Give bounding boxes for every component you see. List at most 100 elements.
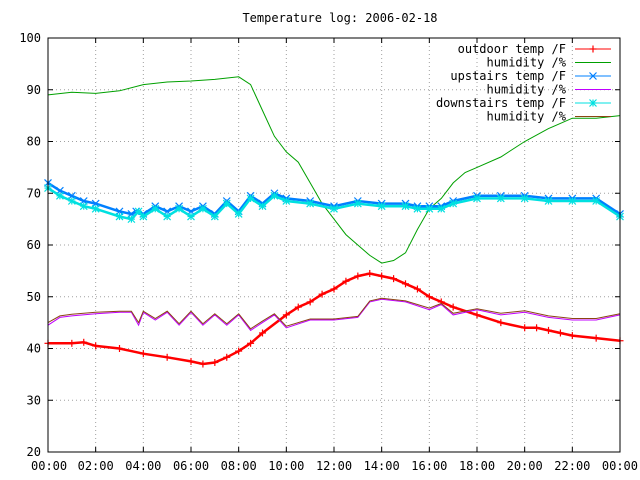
data-point-marker — [330, 285, 338, 293]
y-tick-label: 100 — [19, 31, 41, 45]
legend-label: downstairs temp /F — [436, 96, 566, 110]
data-point-marker — [354, 272, 362, 280]
data-point-marker — [223, 353, 231, 361]
legend-label: humidity /% — [487, 83, 567, 97]
legend-label: humidity /% — [487, 110, 567, 124]
data-point-marker — [163, 212, 172, 221]
data-point-marker — [246, 194, 255, 203]
data-point-marker — [222, 199, 231, 208]
data-point-marker — [306, 199, 315, 208]
data-series — [44, 76, 624, 368]
legend-label: humidity /% — [487, 56, 567, 70]
data-point-marker — [449, 199, 458, 208]
data-point-marker — [270, 191, 279, 200]
x-tick-label: 00:00 — [602, 459, 638, 473]
series-1 — [47, 76, 621, 264]
data-point-marker — [521, 324, 529, 332]
y-tick-label: 50 — [27, 290, 41, 304]
x-tick-label: 14:00 — [364, 459, 400, 473]
x-tick-label: 20:00 — [507, 459, 543, 473]
data-point-marker — [116, 345, 123, 352]
y-tick-label: 70 — [27, 186, 41, 200]
data-point-marker — [401, 202, 410, 211]
x-tick-label: 10:00 — [268, 459, 304, 473]
chart-title: Temperature log: 2006-02-18 — [242, 11, 437, 25]
data-point-marker — [473, 311, 481, 319]
data-point-marker — [234, 210, 243, 218]
data-point-marker — [259, 329, 266, 337]
data-point-marker — [425, 204, 434, 213]
series-line — [47, 297, 621, 330]
data-point-marker — [413, 285, 421, 293]
y-tick-label: 20 — [27, 445, 41, 459]
x-tick-label: 16:00 — [411, 459, 447, 473]
data-point-marker — [55, 191, 64, 200]
data-point-marker — [545, 326, 552, 334]
data-point-marker — [199, 360, 207, 368]
data-point-marker — [198, 204, 207, 213]
data-point-marker — [589, 99, 597, 107]
data-point-marker — [79, 202, 88, 211]
data-point-marker — [318, 290, 326, 298]
data-point-marker — [437, 204, 446, 213]
series-line — [48, 272, 621, 366]
data-point-marker — [377, 202, 386, 211]
data-point-marker — [67, 197, 76, 205]
data-point-marker — [210, 212, 219, 221]
data-point-marker — [235, 347, 243, 355]
data-point-marker — [402, 280, 409, 288]
x-tick-label: 00:00 — [31, 459, 67, 473]
x-tick-label: 18:00 — [459, 459, 495, 473]
data-point-marker — [115, 212, 124, 221]
legend-label: outdoor temp /F — [458, 42, 566, 56]
axis-ticks: 20 30 40 50 60 70 80 90 100 00:00 02:00 04:00 06:00 0… — [19, 31, 638, 473]
data-point-marker — [544, 197, 553, 205]
data-point-marker — [473, 194, 481, 203]
data-point-marker — [139, 350, 147, 358]
data-point-marker — [306, 298, 314, 306]
x-tick-label: 08:00 — [221, 459, 257, 473]
data-point-marker — [592, 334, 600, 342]
data-point-marker — [80, 338, 88, 346]
x-tick-label: 04:00 — [125, 459, 161, 473]
x-tick-label: 12:00 — [316, 459, 352, 473]
y-tick-label: 30 — [27, 393, 41, 407]
data-point-marker — [282, 311, 290, 319]
data-point-marker — [449, 303, 457, 311]
data-point-marker — [91, 204, 100, 213]
data-point-marker — [589, 72, 597, 80]
y-tick-label: 60 — [27, 238, 41, 252]
y-tick-label: 40 — [27, 342, 41, 356]
data-point-marker — [390, 275, 398, 283]
data-point-marker — [127, 215, 136, 224]
data-point-marker — [556, 329, 564, 337]
data-point-marker — [247, 339, 255, 347]
series-line — [47, 298, 621, 332]
data-point-marker — [497, 319, 505, 327]
series-3 — [47, 298, 621, 332]
data-point-marker — [413, 204, 422, 213]
data-point-marker — [425, 293, 433, 301]
data-point-marker — [353, 199, 362, 208]
data-point-marker — [175, 204, 184, 213]
data-point-marker — [211, 358, 219, 366]
data-point-marker — [330, 204, 338, 213]
series-line — [47, 76, 621, 264]
x-tick-label: 06:00 — [173, 459, 209, 473]
data-point-marker — [533, 324, 541, 332]
data-point-marker — [366, 269, 374, 277]
data-point-marker — [139, 212, 148, 221]
data-point-marker — [187, 212, 195, 221]
data-point-marker — [589, 45, 597, 53]
data-point-marker — [378, 272, 386, 280]
data-point-marker — [342, 277, 350, 285]
data-point-marker — [163, 353, 171, 361]
x-tick-label: 22:00 — [554, 459, 590, 473]
data-point-marker — [496, 194, 505, 203]
data-point-marker — [592, 197, 601, 205]
data-point-marker — [187, 357, 195, 365]
x-tick-label: 02:00 — [78, 459, 114, 473]
data-point-marker — [92, 342, 100, 350]
